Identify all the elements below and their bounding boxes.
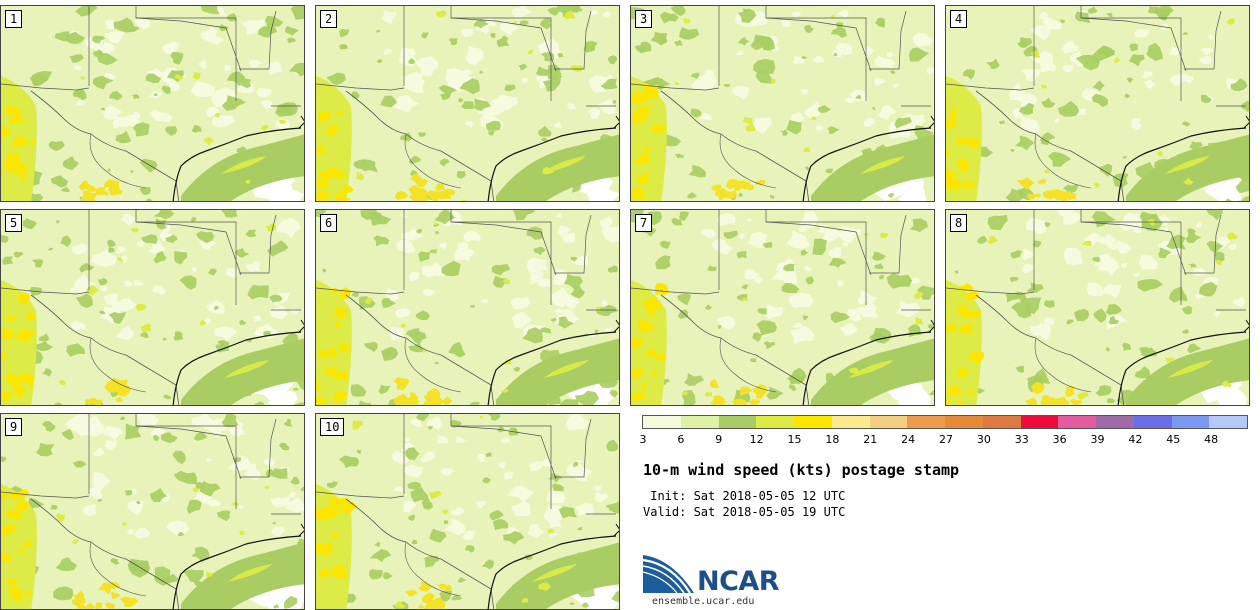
member-number-label: 8 [950, 214, 968, 232]
color-bar-tick-label: 18 [825, 433, 840, 446]
wind-speed-map [631, 6, 934, 201]
wind-speed-map [1, 414, 304, 609]
color-bar-tick-label: 27 [939, 433, 953, 446]
color-bar-ticks: 3 6 9 12 15 18 21 24 27 30 33 36 39 42 45 48 [639, 433, 1248, 447]
wind-speed-map [1, 210, 304, 405]
color-bar-segment [869, 416, 908, 428]
color-bar-segment [718, 416, 757, 428]
ensemble-member-panel: 10 [315, 413, 620, 610]
color-bar-segment [945, 416, 983, 428]
member-number-label: 10 [320, 418, 345, 436]
wind-speed-map [316, 6, 619, 201]
wind-speed-map [1, 6, 304, 201]
ensemble-member-panel: 2 [315, 5, 620, 202]
color-bar-tick-label: 3 [639, 433, 647, 446]
logo-wordmark: NCAR [697, 566, 780, 597]
color-bar-tick-label: 45 [1166, 433, 1181, 446]
color-bar-segment [1058, 416, 1096, 428]
color-bar-tick-label: 30 [976, 433, 991, 446]
color-bar-tick-label: 33 [1014, 433, 1029, 446]
ensemble-member-panel: 1 [0, 5, 305, 202]
member-number-label: 2 [320, 10, 338, 28]
plot-title: 10-m wind speed (kts) postage stamp [643, 461, 960, 479]
ensemble-member-panel: 3 [630, 5, 935, 202]
logo-url: ensemble.ucar.edu [652, 596, 755, 607]
color-bar-segment [1209, 416, 1247, 428]
valid-time: Valid: Sat 2018-05-05 19 UTC [643, 505, 846, 519]
color-bar-tick-label: 48 [1204, 433, 1219, 446]
ensemble-member-panel: 7 [630, 209, 935, 406]
color-bar-segment [794, 416, 832, 428]
color-bar-tick-label: 36 [1052, 433, 1067, 446]
color-bar-tick-label: 21 [863, 433, 878, 446]
member-number-label: 7 [635, 214, 653, 232]
wind-speed-map [631, 210, 934, 405]
ensemble-member-panel: 6 [315, 209, 620, 406]
wind-speed-map [316, 210, 619, 405]
color-bar-segment [907, 416, 945, 428]
color-bar-segment [1020, 416, 1059, 428]
ensemble-member-panel: 9 [0, 413, 305, 610]
color-bar-segment [1171, 416, 1210, 428]
color-bar [642, 415, 1248, 429]
color-bar-tick-label: 24 [901, 433, 916, 446]
ensemble-member-panel: 4 [945, 5, 1250, 202]
color-bar-tick-label: 12 [749, 433, 764, 446]
member-number-label: 5 [5, 214, 23, 232]
color-bar-tick-label: 6 [677, 433, 685, 446]
wind-speed-map [946, 6, 1249, 201]
ncar-logo-icon [642, 555, 694, 594]
color-bar-segment [756, 416, 794, 428]
member-number-label: 4 [950, 10, 968, 28]
ensemble-member-panel: 8 [945, 209, 1250, 406]
color-bar-segment [643, 416, 681, 428]
wind-speed-map [316, 414, 619, 609]
member-number-label: 1 [5, 10, 23, 28]
color-bar-tick-label: 39 [1090, 433, 1105, 446]
wind-speed-map [946, 210, 1249, 405]
color-bar-segment [982, 416, 1021, 428]
color-bar-tick-label: 15 [787, 433, 802, 446]
init-time: Init: Sat 2018-05-05 12 UTC [643, 489, 846, 503]
color-bar-segment [680, 416, 719, 428]
member-number-label: 3 [635, 10, 653, 28]
color-bar-tick-label: 42 [1128, 433, 1143, 446]
color-bar-segment [1133, 416, 1172, 428]
member-number-label: 6 [320, 214, 338, 232]
color-bar-segment [831, 416, 870, 428]
color-bar-tick-label: 9 [715, 433, 723, 446]
member-number-label: 9 [5, 418, 23, 436]
ensemble-member-panel: 5 [0, 209, 305, 406]
color-bar-segment [1096, 416, 1134, 428]
